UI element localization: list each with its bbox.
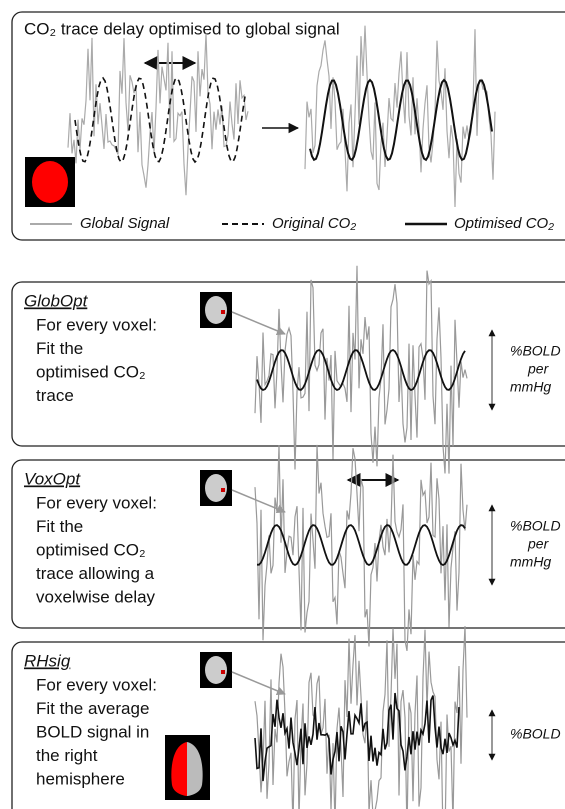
voxel bbox=[221, 670, 225, 674]
trace bbox=[254, 444, 468, 652]
method-name: RHsig bbox=[24, 651, 71, 670]
scale-label: %BOLD bbox=[510, 726, 561, 742]
voxel bbox=[221, 488, 225, 492]
voxel bbox=[221, 310, 225, 314]
brain-mask bbox=[171, 742, 187, 796]
method-text: BOLD signal in bbox=[36, 722, 149, 741]
pointer bbox=[231, 311, 286, 336]
panel-title: CO₂ trace delay optimised to global sign… bbox=[24, 19, 340, 38]
trace bbox=[254, 265, 468, 474]
pointer bbox=[231, 671, 286, 696]
method-text: voxelwise delay bbox=[36, 587, 156, 606]
scale-label: per bbox=[527, 361, 550, 377]
trace bbox=[309, 78, 493, 162]
method-name: GlobOpt bbox=[24, 291, 89, 310]
brain-mask bbox=[32, 161, 68, 203]
method-text: trace bbox=[36, 386, 74, 405]
method-text: trace allowing a bbox=[36, 564, 155, 583]
brain-slice bbox=[205, 474, 227, 502]
legend-label: Optimised CO₂ bbox=[454, 215, 554, 232]
method-text: hemisphere bbox=[36, 769, 125, 788]
brain-slice bbox=[205, 656, 227, 684]
trace bbox=[304, 25, 496, 208]
method-text: the right bbox=[36, 746, 98, 765]
scale-label: mmHg bbox=[510, 554, 551, 570]
method-text: Fit the average bbox=[36, 699, 149, 718]
method-text: For every voxel: bbox=[36, 493, 157, 512]
scale-label: mmHg bbox=[510, 379, 551, 395]
method-text: For every voxel: bbox=[36, 675, 157, 694]
scale-label: per bbox=[527, 536, 550, 552]
trace bbox=[254, 692, 460, 782]
trace bbox=[254, 626, 468, 809]
scale-label: %BOLD bbox=[510, 343, 561, 359]
trace bbox=[74, 76, 246, 164]
method-text: Fit the bbox=[36, 339, 83, 358]
method-text: optimised CO₂ bbox=[36, 362, 146, 381]
brain-slice bbox=[205, 296, 227, 324]
trace bbox=[257, 524, 466, 567]
legend-label: Original CO₂ bbox=[272, 215, 356, 232]
trace bbox=[256, 348, 466, 392]
trace bbox=[67, 33, 249, 196]
method-text: optimised CO₂ bbox=[36, 540, 146, 559]
brain-mask bbox=[187, 742, 203, 796]
method-name: VoxOpt bbox=[24, 469, 81, 488]
method-text: For every voxel: bbox=[36, 315, 157, 334]
legend-label: Global Signal bbox=[80, 215, 170, 232]
method-text: Fit the bbox=[36, 517, 83, 536]
scale-label: %BOLD bbox=[510, 518, 561, 534]
